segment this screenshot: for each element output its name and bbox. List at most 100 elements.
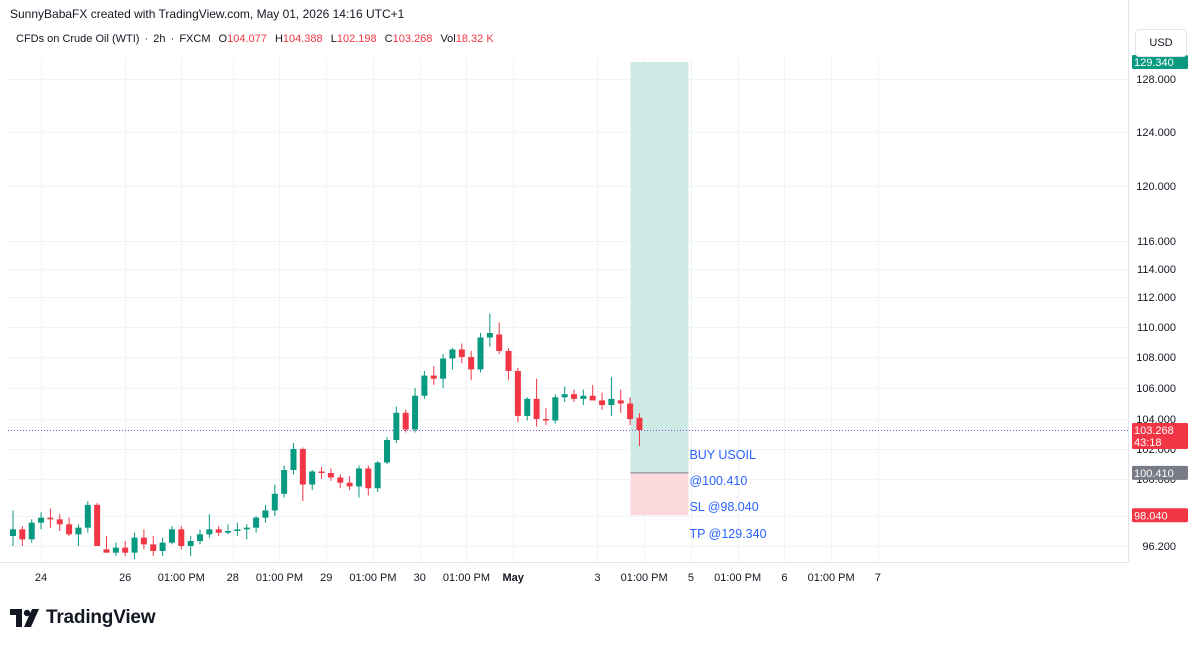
time-tick-label: 01:00 PM: [256, 572, 303, 584]
candle-body: [253, 517, 260, 528]
candle-body: [38, 517, 45, 523]
candle: [486, 313, 493, 347]
candle-body: [561, 394, 568, 398]
candle: [365, 465, 372, 496]
candle-body: [178, 529, 185, 546]
candle-body: [215, 529, 222, 533]
candle: [617, 389, 624, 413]
time-tick-label: 29: [320, 572, 332, 584]
candle: [477, 333, 484, 373]
stop-price-badge: 98.040: [1132, 508, 1188, 523]
stop-price-badge-background: [1132, 508, 1188, 523]
chart-header-title: SunnyBabaFX created with TradingView.com…: [10, 7, 405, 21]
candle: [636, 412, 643, 447]
take-profit-zone: [630, 62, 689, 473]
currency-button[interactable]: USD: [1135, 29, 1187, 57]
candle-body: [66, 524, 73, 535]
candle-body: [505, 351, 512, 371]
candle: [402, 409, 409, 433]
candle: [75, 524, 82, 546]
candle-body: [365, 468, 372, 489]
candle: [440, 354, 447, 388]
time-tick-label: 24: [35, 572, 47, 584]
legend-volume-value: 18.32 K: [455, 33, 494, 45]
tradingview-logo[interactable]: TradingView: [10, 606, 156, 630]
time-tick-label: 28: [227, 572, 239, 584]
candle-body: [571, 394, 577, 399]
candle: [140, 529, 147, 550]
candle: [28, 519, 35, 543]
candle: [197, 529, 203, 545]
candle-body: [627, 403, 634, 419]
candle-body: [94, 504, 101, 546]
entry-price-badge: 100.410: [1132, 465, 1188, 480]
candle: [103, 536, 110, 553]
candle: [112, 542, 119, 556]
candle-body: [337, 477, 344, 483]
legend-close-label: C: [384, 33, 393, 45]
entry-price-badge-text: 100.410: [1134, 468, 1174, 480]
candle: [215, 526, 222, 536]
candle-body: [533, 398, 540, 419]
candle: [580, 389, 587, 406]
time-tick-label: 3: [594, 572, 600, 584]
candle: [47, 508, 54, 528]
candle-body: [318, 471, 325, 473]
candle-body: [327, 473, 334, 478]
tradingview-logo-icon: [10, 609, 39, 627]
candle: [168, 526, 175, 545]
price-tick-label: 106.000: [1136, 383, 1176, 395]
candle: [19, 526, 26, 546]
annotation-buy: BUY USOIL: [689, 448, 756, 462]
candle: [84, 501, 91, 533]
candle-body: [187, 541, 194, 546]
legend-interval[interactable]: 2h: [153, 33, 166, 45]
candle-body: [84, 504, 91, 528]
candle-body: [159, 542, 166, 551]
legend-low-label: L: [330, 33, 337, 45]
candle-body: [374, 462, 381, 489]
time-tick-label: 5: [688, 572, 694, 584]
candle: [542, 408, 549, 425]
candle: [599, 392, 606, 410]
price-tick-label: 96.200: [1142, 541, 1176, 553]
candle-body: [197, 534, 203, 541]
current-price-badge-countdown: 43:18: [1134, 437, 1162, 449]
time-tick-label: 01:00 PM: [158, 572, 205, 584]
legend-close-value: 103.268: [392, 33, 433, 45]
candle: [505, 348, 512, 381]
time-tick-label: 01:00 PM: [714, 572, 761, 584]
candle: [290, 443, 297, 475]
candle: [561, 386, 568, 402]
candle-body: [496, 334, 503, 351]
candle-body: [402, 412, 409, 430]
price-tick-label: 114.000: [1137, 264, 1176, 276]
candle-body: [589, 395, 596, 401]
legend-symbol[interactable]: CFDs on Crude Oil (WTI): [16, 33, 140, 45]
candle: [299, 447, 306, 502]
time-tick-label: 7: [875, 572, 881, 584]
candle-body: [514, 370, 521, 416]
candle: [449, 348, 456, 370]
candle-body: [112, 547, 119, 553]
candle: [552, 394, 559, 424]
candle: [346, 476, 353, 491]
price-tick-label: 112.000: [1137, 292, 1176, 304]
candle: [468, 351, 475, 381]
price-tick-label: 108.000: [1136, 352, 1176, 364]
candle: [206, 514, 213, 538]
candle-body: [19, 529, 26, 540]
candle: [533, 378, 540, 427]
stop-loss-zone: [630, 472, 689, 516]
candle-body: [599, 400, 606, 406]
candle-body: [225, 531, 232, 533]
candle: [608, 377, 615, 416]
candle-body: [243, 527, 250, 530]
candle: [458, 343, 465, 364]
candle-body: [468, 357, 475, 370]
candle: [253, 516, 260, 533]
candle: [374, 461, 381, 492]
candle-body: [56, 519, 63, 525]
